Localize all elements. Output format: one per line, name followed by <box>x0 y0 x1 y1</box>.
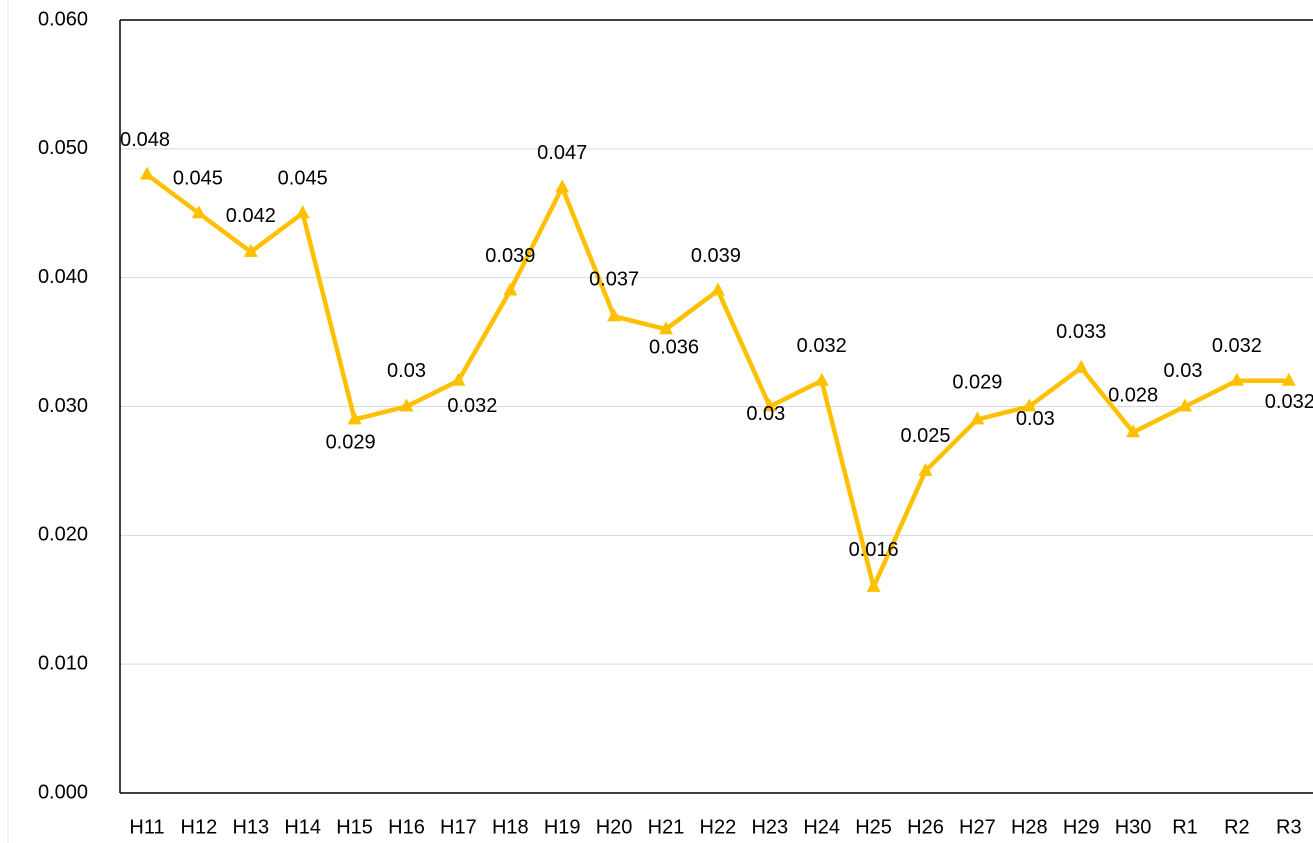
marker <box>347 411 362 425</box>
x-tick-label: R2 <box>1224 816 1250 838</box>
marker <box>140 166 154 180</box>
x-tick-label: H15 <box>336 816 373 838</box>
marker <box>659 321 673 335</box>
marker <box>1178 398 1192 412</box>
marker <box>503 282 518 296</box>
data-label: 0.03 <box>746 403 785 425</box>
x-tick-label: H18 <box>492 816 529 838</box>
x-tick-label: H26 <box>907 816 944 838</box>
marker <box>710 282 725 296</box>
marker <box>295 205 310 219</box>
data-label: 0.037 <box>589 269 639 291</box>
data-label: 0.03 <box>1016 408 1055 430</box>
data-label: 0.048 <box>120 129 170 151</box>
x-tick-label: H22 <box>700 816 737 838</box>
data-label: 0.033 <box>1056 321 1106 343</box>
data-label: 0.03 <box>1164 360 1203 382</box>
x-tick-label: H24 <box>803 816 840 838</box>
x-tick-label: H17 <box>440 816 477 838</box>
data-label: 0.032 <box>1265 391 1313 413</box>
marker <box>814 372 829 386</box>
y-tick-label: 0.020 <box>38 524 88 546</box>
data-label: 0.032 <box>1212 335 1262 357</box>
y-tick-label: 0.040 <box>38 266 88 288</box>
data-label: 0.039 <box>691 245 741 267</box>
data-label: 0.042 <box>226 205 276 227</box>
marker <box>191 205 206 219</box>
data-label: 0.039 <box>485 245 535 267</box>
data-label: 0.036 <box>649 336 699 358</box>
marker <box>607 308 622 322</box>
data-label: 0.032 <box>797 335 847 357</box>
marker <box>762 398 777 412</box>
marker <box>451 372 466 386</box>
x-tick-label: H29 <box>1063 816 1100 838</box>
x-tick-label: H20 <box>596 816 633 838</box>
marker <box>1126 424 1141 438</box>
x-tick-label: H25 <box>855 816 892 838</box>
marker <box>1074 359 1089 373</box>
marker <box>399 398 414 412</box>
x-tick-label: R1 <box>1172 816 1198 838</box>
series-line <box>145 172 1289 590</box>
y-tick-label: 0.000 <box>38 781 88 803</box>
y-tick-label: 0.060 <box>38 8 88 30</box>
x-tick-label: H13 <box>232 816 269 838</box>
data-label: 0.025 <box>900 425 950 447</box>
x-tick-label: H30 <box>1115 816 1152 838</box>
x-tick-label: H16 <box>388 816 425 838</box>
data-label: 0.045 <box>173 168 223 190</box>
marker <box>1229 372 1244 386</box>
data-label: 0.029 <box>326 432 376 454</box>
data-label: 0.047 <box>537 142 587 164</box>
marker <box>970 411 985 425</box>
x-tick-label: H12 <box>181 816 218 838</box>
marker <box>1022 398 1037 412</box>
x-tick-label: H14 <box>284 816 321 838</box>
x-tick-label: H27 <box>959 816 996 838</box>
data-label: 0.032 <box>447 395 497 417</box>
marker <box>918 462 933 476</box>
marker <box>866 578 881 592</box>
marker <box>1281 372 1296 386</box>
data-label: 0.028 <box>1108 385 1158 407</box>
y-tick-label: 0.010 <box>38 652 88 674</box>
x-tick-label: R3 <box>1276 816 1302 838</box>
marker <box>555 179 570 193</box>
marker <box>243 243 258 257</box>
x-tick-label: H23 <box>751 816 788 838</box>
x-tick-label: H21 <box>648 816 685 838</box>
y-tick-label: 0.030 <box>38 395 88 417</box>
y-tick-label: 0.050 <box>38 137 88 159</box>
x-tick-label: H28 <box>1011 816 1048 838</box>
data-label: 0.03 <box>387 360 426 382</box>
x-tick-label: H11 <box>129 816 164 838</box>
data-label: 0.029 <box>952 372 1002 394</box>
data-label: 0.045 <box>278 168 328 190</box>
x-tick-label: H19 <box>544 816 581 838</box>
data-label: 0.016 <box>849 539 899 561</box>
